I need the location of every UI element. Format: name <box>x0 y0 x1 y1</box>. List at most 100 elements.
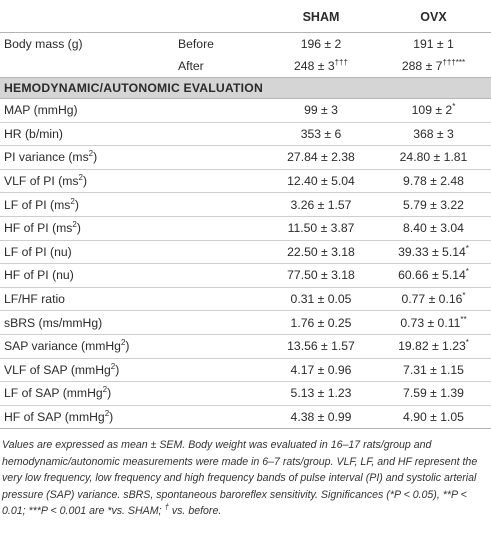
after-sham-value: 248 ± 3 <box>294 59 335 73</box>
footnote-dagger: † <box>164 502 169 512</box>
ovx-cell: 109 ± 2* <box>376 98 491 123</box>
sham-value: 12.40 ± 5.04 <box>266 169 376 194</box>
table-row: SAP variance (mmHg2) 13.56 ± 1.57 19.82 ± … <box>0 334 491 359</box>
sham-value: 5.13 ± 1.23 <box>266 381 376 406</box>
body-mass-label: Body mass (g) <box>4 37 83 51</box>
table-row-body-mass-before: Body mass (g) Before 196 ± 2 191 ± 1 <box>0 33 491 56</box>
row-label: VLF of SAP (mmHg2) <box>0 358 266 383</box>
after-label: After <box>178 55 266 78</box>
ovx-value: 9.78 ± 2.48 <box>403 174 464 189</box>
header-sham: SHAM <box>266 0 376 33</box>
table-row: VLF of PI (ms2) 12.40 ± 5.04 9.78 ± 2.48 <box>0 169 491 194</box>
ovx-value: 368 ± 3 <box>413 126 454 141</box>
ovx-cell: 368 ± 3 <box>376 122 491 147</box>
before-ovx-value: 191 ± 1 <box>413 37 454 51</box>
ovx-significance: * <box>465 243 469 253</box>
row-label-sup: 2 <box>102 385 108 395</box>
row-label-text: HR (b/min) <box>4 126 63 141</box>
sham-value: 3.26 ± 1.57 <box>266 192 376 217</box>
ovx-value: 5.79 ± 3.22 <box>403 197 464 212</box>
table-row: HR (b/min) 353 ± 6 368 ± 3 <box>0 122 491 147</box>
ovx-cell: 0.73 ± 0.11** <box>376 310 491 335</box>
sham-value: 27.84 ± 2.38 <box>266 145 376 170</box>
ovx-value: 19.82 ± 1.23 <box>398 339 466 354</box>
results-table: SHAM OVX Body mass (g) Before 196 ± 2 19… <box>0 0 491 430</box>
table-row: LF/HF ratio 0.31 ± 0.05 0.77 ± 0.16* <box>0 287 491 312</box>
ovx-value: 8.40 ± 3.04 <box>403 221 464 236</box>
row-label-close: ) <box>93 150 98 165</box>
ovx-significance: ** <box>460 314 467 324</box>
table-row-body-mass-after: After 248 ± 3††† 288 ± 7†††*** <box>0 55 491 78</box>
row-label-close: ) <box>115 362 120 377</box>
row-label: LF of SAP (mmHg2) <box>0 381 266 406</box>
sham-value: 0.31 ± 0.05 <box>266 287 376 312</box>
row-label-text: LF of SAP (mmHg <box>4 386 103 401</box>
sham-value: 4.38 ± 0.99 <box>266 405 376 430</box>
row-label-close: ) <box>107 386 112 401</box>
row-label: LF of PI (nu) <box>0 240 266 265</box>
ovx-value: 7.31 ± 1.15 <box>403 362 464 377</box>
table-row: LF of SAP (mmHg2) 5.13 ± 1.23 7.59 ± 1.39 <box>0 381 491 406</box>
table-footnote: Values are expressed as mean ± SEM. Body… <box>0 429 490 520</box>
ovx-significance: * <box>465 338 469 348</box>
header-group-col <box>178 0 266 33</box>
ovx-cell: 19.82 ± 1.23* <box>376 334 491 359</box>
row-label-sup: 2 <box>78 173 83 183</box>
row-label-text: VLF of SAP (mmHg <box>4 362 111 377</box>
row-label: HF of SAP (mmHg2) <box>0 405 266 430</box>
footnote-main: Values are expressed as mean ± SEM. Body… <box>2 439 478 518</box>
row-label-text: HF of PI (nu) <box>4 268 74 283</box>
ovx-value: 60.66 ± 5.14 <box>398 268 466 283</box>
ovx-value: 0.73 ± 0.11 <box>400 315 461 330</box>
row-label-sup: 2 <box>110 361 116 371</box>
table-row: HF of SAP (mmHg2) 4.38 ± 0.99 4.90 ± 1.05 <box>0 405 491 430</box>
ovx-cell: 39.33 ± 5.14* <box>376 240 491 265</box>
sham-value: 77.50 ± 3.18 <box>266 263 376 288</box>
row-label: HF of PI (nu) <box>0 263 266 288</box>
row-label: HR (b/min) <box>0 122 266 147</box>
measurement-rows: MAP (mmHg) 99 ± 3 109 ± 2* HR (b/min) 353 ± … <box>0 98 491 430</box>
row-label-sup: 2 <box>104 408 110 418</box>
table-row: LF of PI (ms2) 3.26 ± 1.57 5.79 ± 3.22 <box>0 192 491 217</box>
ovx-value: 24.80 ± 1.81 <box>399 150 468 165</box>
row-label-close: ) <box>125 339 130 354</box>
row-label-sup: 2 <box>70 196 75 206</box>
row-label-close: ) <box>109 410 114 425</box>
before-sham-value: 196 ± 2 <box>300 37 342 51</box>
ovx-cell: 5.79 ± 3.22 <box>376 192 491 217</box>
ovx-value: 7.59 ± 1.39 <box>403 386 464 401</box>
sham-value: 4.17 ± 0.96 <box>266 358 376 383</box>
row-label-sup: 2 <box>120 338 126 348</box>
footnote-end: vs. before. <box>168 505 222 518</box>
section-title: HEMODYNAMIC/AUTONOMIC EVALUATION <box>0 77 491 99</box>
row-label-text: LF/HF ratio <box>4 292 65 307</box>
sham-value: 22.50 ± 3.18 <box>266 240 376 265</box>
row-label-text: MAP (mmHg) <box>4 103 78 118</box>
sham-value: 99 ± 3 <box>266 98 376 123</box>
ovx-value: 109 ± 2 <box>411 103 453 118</box>
row-label-text: LF of PI (ms <box>4 197 71 212</box>
row-label-text: HF of SAP (mmHg <box>4 410 105 425</box>
row-label-text: sBRS (ms/mmHg) <box>4 315 103 330</box>
table-header-row: SHAM OVX <box>0 0 491 33</box>
row-label-text: HF of PI (ms <box>4 221 73 236</box>
table-row: VLF of SAP (mmHg2) 4.17 ± 0.96 7.31 ± 1.15 <box>0 358 491 383</box>
table-row: LF of PI (nu) 22.50 ± 3.18 39.33 ± 5.14* <box>0 240 491 265</box>
row-label: MAP (mmHg) <box>0 98 266 123</box>
sham-value: 353 ± 6 <box>266 122 376 147</box>
row-label-text: SAP variance (mmHg <box>4 339 121 354</box>
after-ovx-value: 288 ± 7 <box>401 59 443 73</box>
table-row: sBRS (ms/mmHg) 1.76 ± 0.25 0.73 ± 0.11** <box>0 310 491 335</box>
section-header-row: HEMODYNAMIC/AUTONOMIC EVALUATION <box>0 77 491 99</box>
ovx-value: 39.33 ± 5.14 <box>398 244 466 259</box>
table-row: HF of PI (nu) 77.50 ± 3.18 60.66 ± 5.14* <box>0 263 491 288</box>
table-row: HF of PI (ms2) 11.50 ± 3.87 8.40 ± 3.04 <box>0 216 491 241</box>
empty-cell <box>0 55 178 78</box>
row-label-close: ) <box>76 221 81 236</box>
sham-value: 11.50 ± 3.87 <box>266 216 376 241</box>
ovx-value: 0.77 ± 0.16 <box>401 292 463 307</box>
header-label-col <box>0 0 178 33</box>
ovx-cell: 24.80 ± 1.81 <box>376 145 491 170</box>
row-label-sup: 2 <box>88 149 94 159</box>
